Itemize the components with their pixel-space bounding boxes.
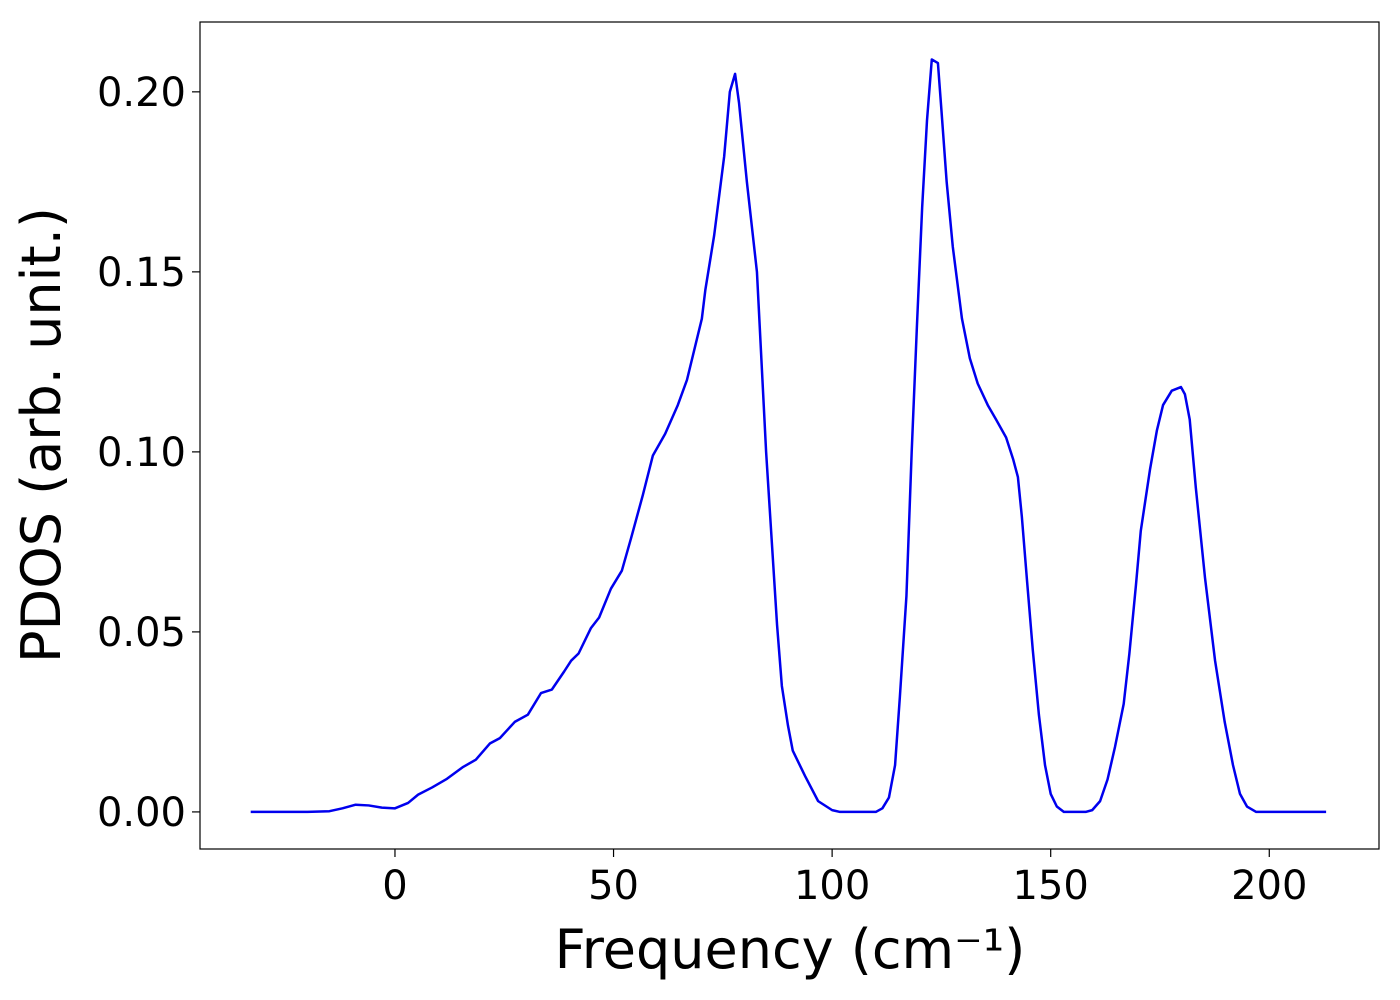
y-tick-label: 0.15 (97, 250, 186, 296)
x-axis-label: Frequency (cm⁻¹) (555, 918, 1026, 981)
plot-frame (199, 21, 1380, 850)
x-tick-label: 150 (1013, 863, 1089, 909)
x-tick-label: 200 (1231, 863, 1307, 909)
y-tick-label: 0.00 (97, 790, 186, 836)
y-tick-label: 0.10 (97, 430, 186, 476)
y-tick-label: 0.05 (97, 610, 186, 656)
x-tick-label: 100 (794, 863, 870, 909)
x-tick-label: 0 (382, 863, 407, 909)
y-axis-label: PDOS (arb. unit.) (10, 207, 73, 663)
x-tick-label: 50 (588, 863, 639, 909)
y-tick-label: 0.20 (97, 70, 186, 116)
data-line (250, 58, 1327, 814)
